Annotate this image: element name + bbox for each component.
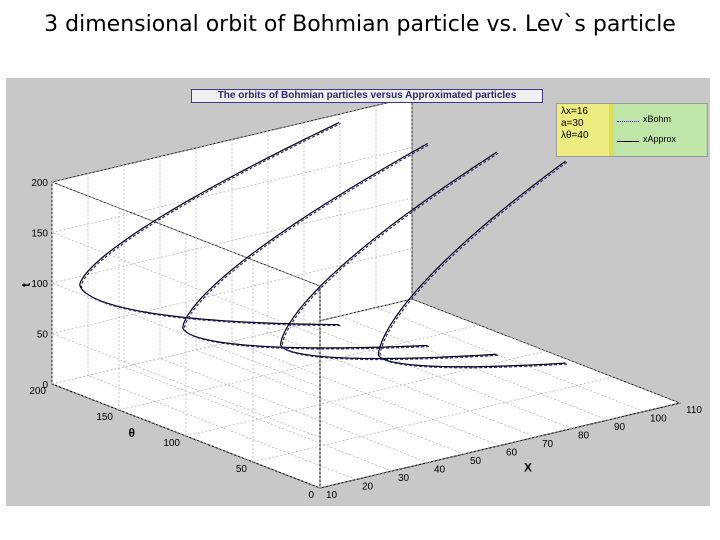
legend: λx=16 a=30 λθ=40 xBohm xApprox (556, 103, 708, 157)
t-gridline (51, 298, 413, 385)
theta-tick-label: 50 (236, 464, 248, 475)
plot-title: The orbits of Bohmian particles versus A… (191, 89, 543, 103)
legend-label-bohm: xBohm (643, 114, 672, 124)
x-tick-label: 80 (578, 431, 590, 442)
approx-orbit-line (377, 160, 566, 368)
legend-param: λθ=40 (561, 130, 589, 141)
theta-gridline (252, 376, 614, 463)
legend-swatch-bohm (617, 121, 639, 122)
legend-param: λx=16 (561, 106, 588, 117)
x-tick-label: 60 (506, 448, 518, 459)
bohm-orbit-line (281, 152, 499, 361)
t-gridline (51, 248, 413, 334)
theta-tick-label: 200 (29, 386, 46, 397)
t-tick-label: 100 (31, 279, 48, 290)
grid-lines (51, 96, 681, 489)
x-tick-label: 50 (470, 456, 482, 467)
x-axis-label: X (524, 460, 532, 474)
x-tick-label: 100 (650, 414, 667, 425)
approx-orbit-line (182, 142, 428, 349)
approx-orbit-line (79, 122, 340, 326)
legend-label-approx: xApprox (643, 134, 677, 144)
x-tick-label: 20 (362, 482, 374, 493)
legend-params: λx=16 a=30 λθ=40 (557, 104, 609, 156)
t-tick-label: 200 (31, 178, 48, 189)
legend-param: a=30 (561, 118, 584, 129)
theta-axis-label: θ (129, 426, 136, 440)
theta-tick-label: 0 (308, 490, 314, 501)
axis-labels: Xθ t (19, 283, 532, 474)
theta-gridline (118, 324, 480, 411)
theta-gridline (185, 350, 547, 437)
t-axis-label: t (19, 283, 33, 287)
slide-title: 3 dimensional orbit of Bohmian particle … (44, 12, 676, 37)
theta-gridline (319, 402, 681, 489)
x-tick-label: 90 (614, 422, 626, 433)
legend-entry-bohm: xBohm (617, 114, 707, 128)
x-tick-label: 30 (398, 473, 410, 484)
t-gridline (51, 96, 413, 183)
x-tick-label: 110 (686, 405, 702, 416)
tick-labels: 1020304050607080901001100501001502000501… (29, 178, 702, 501)
approx-orbit-line (279, 151, 497, 360)
t-tick-label: 0 (42, 380, 48, 391)
legend-series: xBohm xApprox (613, 104, 707, 156)
t-gridline (51, 147, 413, 233)
x-tick-label: 70 (542, 439, 554, 450)
t-tick-label: 150 (31, 229, 48, 240)
theta-tick-label: 150 (96, 412, 113, 423)
t-tick-label: 50 (37, 330, 49, 341)
t-gridline (51, 197, 413, 284)
x-tick-label: 40 (434, 465, 446, 476)
theta-tick-label: 100 (163, 438, 180, 449)
legend-swatch-approx (617, 141, 639, 142)
bohm-orbit-line (183, 143, 430, 350)
x-tick-label: 10 (326, 490, 338, 501)
legend-entry-approx: xApprox (617, 134, 707, 148)
orbit-lines (79, 122, 568, 369)
bohm-orbit-line (80, 123, 341, 327)
